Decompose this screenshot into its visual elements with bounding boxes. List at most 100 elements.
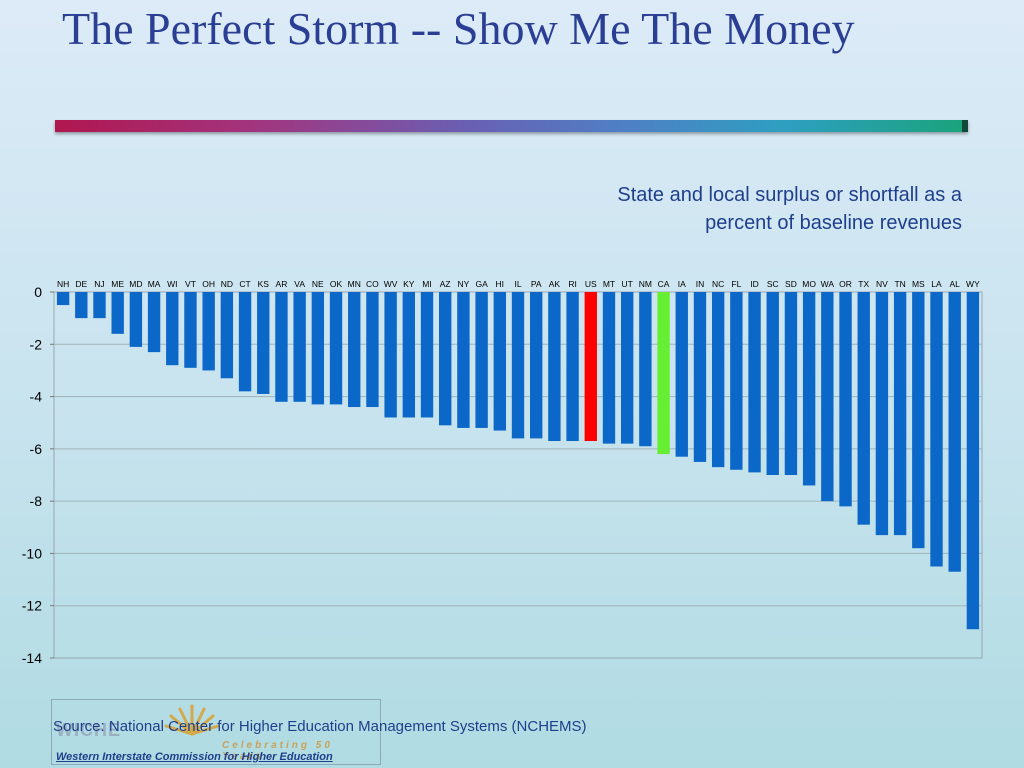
category-label-or: OR xyxy=(839,279,852,289)
bar-co xyxy=(366,292,379,408)
logo-tagline: Celebrating 50 Years xyxy=(222,740,333,762)
bar-id xyxy=(748,292,761,473)
category-label-nd: ND xyxy=(221,279,233,289)
category-label-wy: WY xyxy=(966,279,980,289)
category-label-ms: MS xyxy=(912,279,925,289)
category-label-ri: RI xyxy=(568,279,577,289)
category-label-ks: KS xyxy=(258,279,270,289)
category-label-ne: NE xyxy=(312,279,324,289)
bar-ga xyxy=(475,292,488,428)
bar-la xyxy=(930,292,943,567)
y-tick-label: -14 xyxy=(22,650,42,666)
bar-ky xyxy=(402,292,416,418)
category-label-id: ID xyxy=(750,279,759,289)
y-tick-label: -6 xyxy=(30,441,43,457)
bar-mn xyxy=(348,292,361,408)
y-tick-label: -2 xyxy=(30,336,43,352)
bar-nm xyxy=(639,292,652,447)
category-label-la: LA xyxy=(931,279,942,289)
y-tick-label: -12 xyxy=(22,598,42,614)
category-label-md: MD xyxy=(129,279,142,289)
category-label-ma: MA xyxy=(148,279,161,289)
y-tick-label: -10 xyxy=(22,545,42,561)
bar-mt xyxy=(602,292,616,444)
bar-ri xyxy=(566,292,579,442)
bar-il xyxy=(511,292,525,439)
category-label-ia: IA xyxy=(678,279,686,289)
category-label-mo: MO xyxy=(802,279,816,289)
category-label-ok: OK xyxy=(330,279,343,289)
bar-ks xyxy=(257,292,270,394)
category-label-ca: CA xyxy=(658,279,670,289)
bar-nd xyxy=(220,292,234,379)
category-label-nc: NC xyxy=(712,279,724,289)
category-label-me: ME xyxy=(111,279,124,289)
category-label-ny: NY xyxy=(458,279,470,289)
bar-mo xyxy=(802,292,816,486)
bar-ia xyxy=(675,292,688,457)
category-label-wv: WV xyxy=(384,279,398,289)
bar-ne xyxy=(311,292,325,405)
category-label-wi: WI xyxy=(167,279,177,289)
bar-in xyxy=(693,292,707,462)
bar-az xyxy=(439,292,452,426)
bar-ny xyxy=(457,292,470,428)
category-label-in: IN xyxy=(696,279,705,289)
logo-acronym: WICHE xyxy=(56,720,121,740)
bar-tn xyxy=(893,292,907,536)
source-note: Source: National Center for Higher Educa… xyxy=(53,718,587,735)
category-label-al: AL xyxy=(950,279,961,289)
bar-sd xyxy=(784,292,798,475)
category-label-ky: KY xyxy=(403,279,415,289)
y-tick-label: -4 xyxy=(30,389,43,405)
bar-wa xyxy=(821,292,834,502)
logo-organization: Western Interstate Commission for Higher… xyxy=(56,751,333,763)
bar-mi xyxy=(420,292,434,418)
category-label-vt: VT xyxy=(185,279,196,289)
chart-subtitle-line-2: percent of baseline revenues xyxy=(705,212,962,234)
category-label-sd: SD xyxy=(785,279,797,289)
bar-or xyxy=(839,292,852,507)
category-label-ct: CT xyxy=(239,279,250,289)
category-label-ar: AR xyxy=(276,279,288,289)
bar-de xyxy=(75,292,88,319)
category-label-az: AZ xyxy=(440,279,451,289)
category-label-nh: NH xyxy=(57,279,69,289)
bar-al xyxy=(948,292,961,572)
bar-ca xyxy=(657,292,670,455)
bar-md xyxy=(129,292,143,347)
chart-subtitle: State and local surplus or shortfall as … xyxy=(442,181,962,237)
bar-ar xyxy=(275,292,288,402)
bar-ak xyxy=(548,292,561,442)
category-label-wa: WA xyxy=(821,279,835,289)
category-label-oh: OH xyxy=(202,279,215,289)
category-label-co: CO xyxy=(366,279,379,289)
bar-fl xyxy=(730,292,743,470)
category-label-va: VA xyxy=(294,279,305,289)
bar-ma xyxy=(147,292,161,353)
bar-wv xyxy=(384,292,397,418)
bar-va xyxy=(293,292,306,402)
category-label-ut: UT xyxy=(622,279,633,289)
bar-hi xyxy=(493,292,506,431)
bar-wy xyxy=(966,292,980,630)
chart-subtitle-line-1: State and local surplus or shortfall as … xyxy=(617,184,962,206)
bar-ut xyxy=(620,292,634,444)
bar-nc xyxy=(711,292,725,468)
category-label-hi: HI xyxy=(496,279,505,289)
bar-nv xyxy=(875,292,889,536)
bar-sc xyxy=(766,292,779,475)
title-divider xyxy=(55,120,968,132)
category-label-tn: TN xyxy=(894,279,905,289)
bar-pa xyxy=(530,292,543,439)
bar-nj xyxy=(93,292,106,319)
category-label-nv: NV xyxy=(876,279,888,289)
bar-ms xyxy=(912,292,925,549)
category-label-de: DE xyxy=(75,279,87,289)
bar-tx xyxy=(857,292,870,525)
slide-title: The Perfect Storm -- Show Me The Money xyxy=(62,3,855,54)
bar-me xyxy=(111,292,124,334)
category-label-sc: SC xyxy=(767,279,779,289)
y-tick-label: 0 xyxy=(34,284,42,300)
